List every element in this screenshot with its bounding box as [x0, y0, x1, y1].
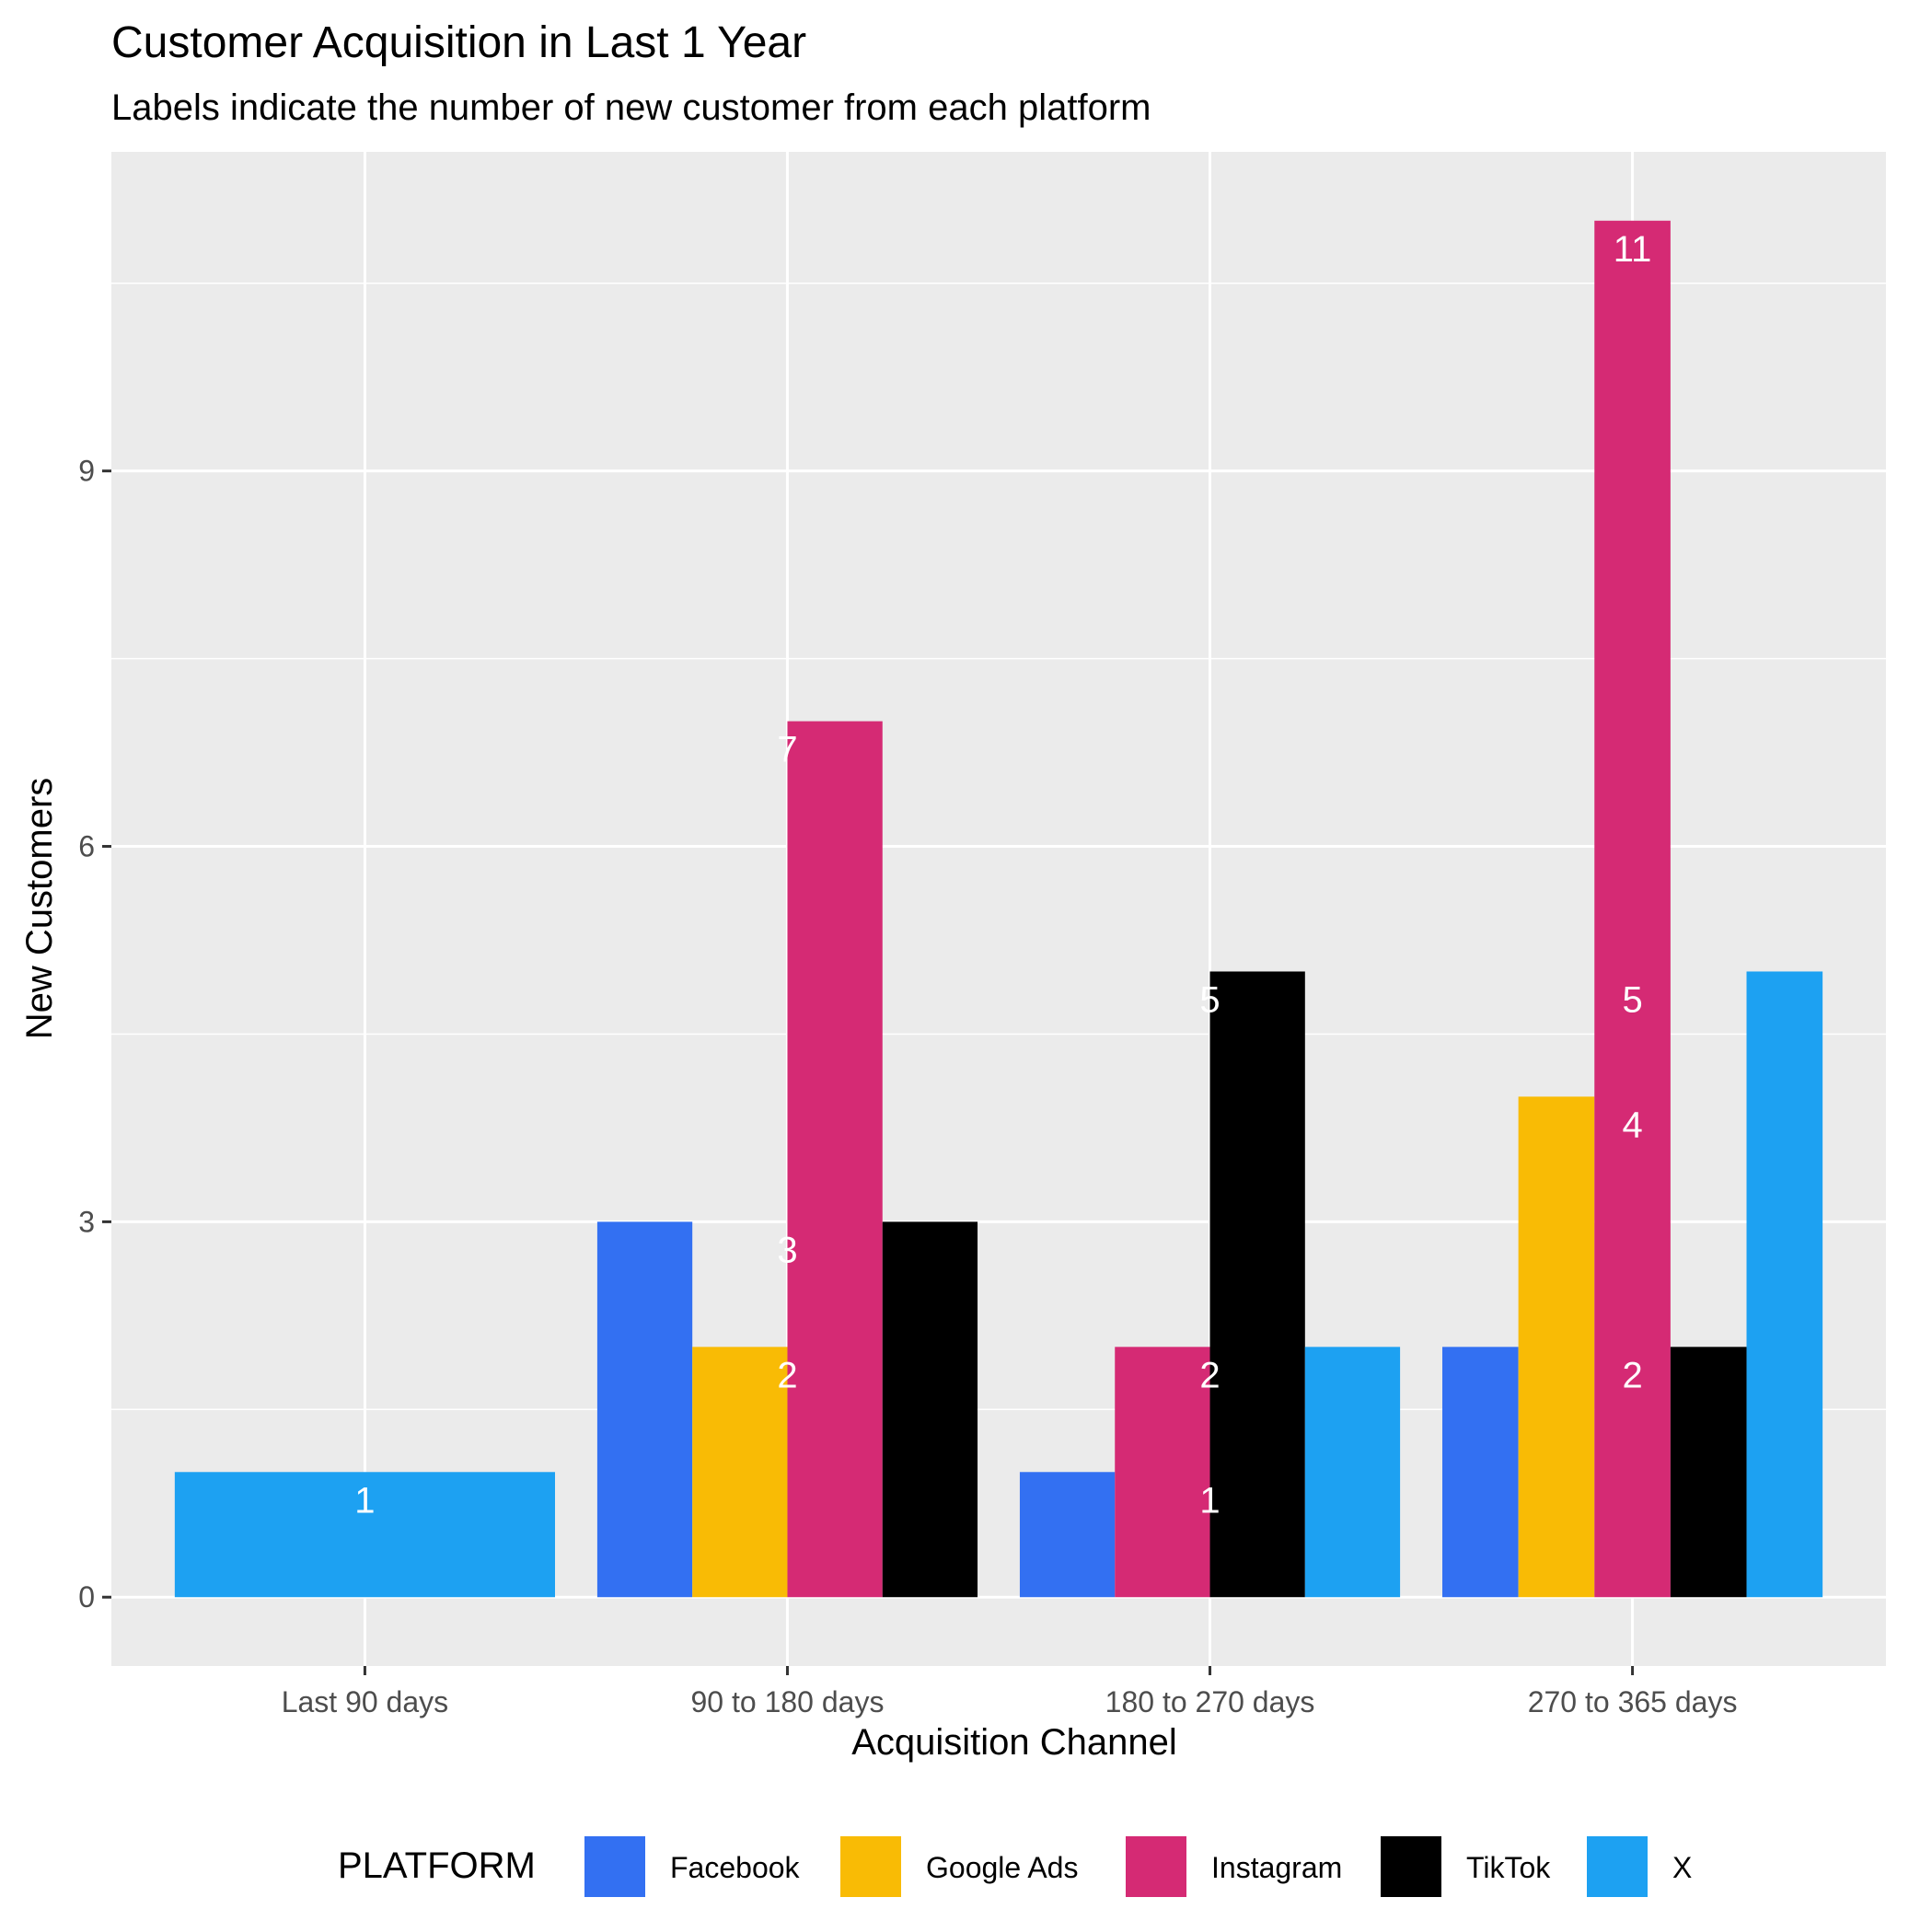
y-tick-label: 0 [78, 1580, 95, 1614]
bar-instagram [1594, 220, 1671, 1598]
y-tick-label: 6 [78, 830, 95, 863]
bar-google-ads [1518, 1096, 1595, 1598]
bar-tiktok [882, 1221, 978, 1598]
legend-label: Facebook [670, 1851, 801, 1884]
x-tick-label: 270 to 365 days [1528, 1685, 1738, 1718]
bars [174, 220, 1823, 1598]
y-axis: 0 3 6 9 [78, 455, 111, 1614]
bar-data-label: 1 [1199, 1480, 1220, 1521]
legend-key-instagram [1124, 1834, 1188, 1899]
bar-tiktok [1670, 1347, 1747, 1598]
legend-label: Google Ads [926, 1851, 1078, 1884]
bar-x [1304, 1347, 1401, 1598]
bar-data-label: 7 [777, 730, 797, 770]
legend-key-tiktok [1379, 1834, 1443, 1899]
bar-facebook [1019, 1472, 1116, 1598]
legend: PLATFORM Facebook Google Ads Instagram TikT… [338, 1834, 1692, 1899]
bar-data-label: 5 [1622, 979, 1642, 1020]
bar-data-label: 4 [1622, 1105, 1642, 1145]
bar-data-label: 11 [1614, 229, 1652, 270]
x-tick-label: Last 90 days [282, 1685, 448, 1718]
bar-data-label: 5 [1199, 979, 1220, 1020]
bar-tiktok [1209, 971, 1305, 1598]
legend-key-x [1585, 1834, 1649, 1899]
bar-data-label: 2 [777, 1355, 797, 1395]
bar-google-ads [692, 1347, 788, 1598]
legend-label: X [1672, 1851, 1692, 1884]
legend-title: PLATFORM [338, 1845, 536, 1886]
bar-facebook [596, 1221, 693, 1598]
chart-subtitle: Labels indicate the number of new custom… [111, 87, 1151, 128]
x-axis-title: Acquisition Channel [851, 1722, 1177, 1763]
bar-data-label: 2 [1199, 1355, 1220, 1395]
y-tick-label: 3 [78, 1205, 95, 1238]
legend-key-google-ads [839, 1834, 903, 1899]
x-tick-label: 180 to 270 days [1105, 1685, 1315, 1718]
x-tick-label: 90 to 180 days [691, 1685, 885, 1718]
y-tick-label: 9 [78, 455, 95, 488]
bar-data-label: 3 [777, 1230, 797, 1270]
bar-instagram [787, 721, 883, 1598]
legend-label: Instagram [1211, 1851, 1342, 1884]
legend-key-facebook [583, 1834, 647, 1899]
bar-instagram [1115, 1347, 1210, 1598]
bar-data-label: 1 [354, 1480, 375, 1521]
bar-facebook [1442, 1347, 1519, 1598]
bar-data-label: 2 [1622, 1355, 1642, 1395]
y-axis-title: New Customers [19, 778, 60, 1040]
x-axis: Last 90 days 90 to 180 days 180 to 270 day… [282, 1666, 1738, 1718]
bar-x [174, 1472, 555, 1598]
bar-x [1746, 971, 1823, 1598]
chart-title: Customer Acquisition in Last 1 Year [111, 18, 806, 67]
legend-label: TikTok [1466, 1851, 1551, 1884]
